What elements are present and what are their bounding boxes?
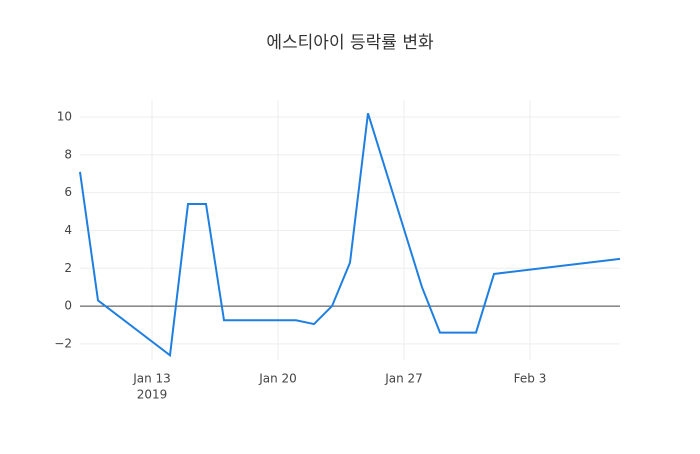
y-tick-label: 2: [64, 261, 72, 275]
y-tick-label: 8: [64, 147, 72, 161]
x-tick-label: Feb 3: [514, 372, 547, 386]
chart-title: 에스티아이 등락률 변화: [266, 33, 434, 53]
x-tick-label: Jan 20: [258, 372, 297, 386]
y-tick-label: 4: [64, 223, 72, 237]
x-tick-label: Jan 27: [384, 372, 423, 386]
x-tick-label: Jan 13: [132, 372, 171, 386]
y-tick-label: 10: [57, 110, 72, 124]
y-tick-label: 0: [64, 299, 72, 313]
x-year-label: 2019: [137, 388, 168, 402]
y-tick-label: −2: [54, 336, 72, 350]
y-tick-label: 6: [64, 185, 72, 199]
line-series: [79, 112, 621, 358]
